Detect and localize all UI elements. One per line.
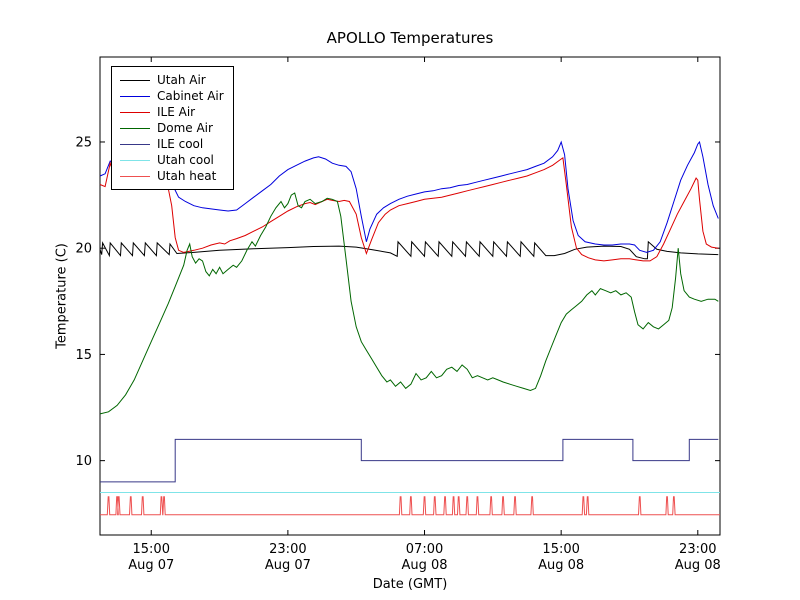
legend-label-dome-air: Dome Air (157, 121, 213, 135)
x-tick-label-date: Aug 08 (538, 558, 584, 573)
y-tick-label: 25 (75, 135, 92, 150)
legend-label-utah-heat: Utah heat (157, 169, 217, 183)
legend-item-dome-air: Dome Air (120, 120, 224, 136)
legend-line-swatch-cabinet-air (120, 95, 150, 97)
series-line-utah-air (99, 240, 719, 260)
x-tick-label-time: 15:00 (542, 542, 579, 557)
series-line-dome-air (99, 192, 719, 415)
legend-item-cabinet-air: Cabinet Air (120, 88, 224, 104)
legend-label-cabinet-air: Cabinet Air (157, 89, 224, 103)
x-tick-label-time: 15:00 (133, 542, 170, 557)
legend-line-swatch-utah-cool (120, 159, 150, 161)
axis-ticks (100, 57, 720, 535)
chart-title: APOLLO Temperatures (326, 29, 494, 47)
x-axis-label: Date (GMT) (372, 577, 448, 592)
plot-frame (99, 56, 721, 536)
series-line-ile-cool (100, 438, 719, 483)
x-tick-label-date: Aug 07 (128, 558, 174, 573)
legend-line-swatch-ile-air (120, 111, 150, 113)
x-tick-label-date: Aug 08 (675, 558, 721, 573)
series-line-cabinet-air (99, 140, 719, 253)
legend-item-ile-cool: ILE cool (120, 136, 224, 152)
legend-label-utah-air: Utah Air (157, 73, 206, 87)
x-tick-label-time: 23:00 (679, 542, 716, 557)
legend-item-utah-cool: Utah cool (120, 152, 224, 168)
legend-label-utah-cool: Utah cool (157, 153, 214, 167)
legend: Utah Air Cabinet Air ILE Air Dome Air ILE co… (111, 66, 234, 190)
y-tick-label: 20 (75, 242, 92, 257)
legend-label-ile-air: ILE Air (157, 105, 196, 119)
series-line-ile-air (99, 157, 719, 262)
legend-item-utah-air: Utah Air (120, 72, 224, 88)
y-tick-label: 15 (75, 348, 92, 363)
legend-line-swatch-utah-heat (120, 175, 150, 177)
x-tick-label-date: Aug 08 (401, 558, 447, 573)
x-tick-label-time: 23:00 (269, 542, 306, 557)
legend-line-swatch-ile-cool (120, 143, 150, 145)
x-tick-label-time: 07:00 (406, 542, 443, 557)
x-tick-label-date: Aug 07 (265, 558, 311, 573)
series-line-utah-heat (100, 496, 720, 516)
legend-label-ile-cool: ILE cool (157, 137, 204, 151)
y-tick-label: 10 (75, 454, 92, 469)
y-axis-label: Temperature (C) (54, 243, 70, 349)
legend-item-utah-heat: Utah heat (120, 168, 224, 184)
legend-line-swatch-dome-air (120, 127, 150, 129)
legend-line-swatch-utah-air (120, 79, 150, 81)
legend-item-ile-air: ILE Air (120, 104, 224, 120)
